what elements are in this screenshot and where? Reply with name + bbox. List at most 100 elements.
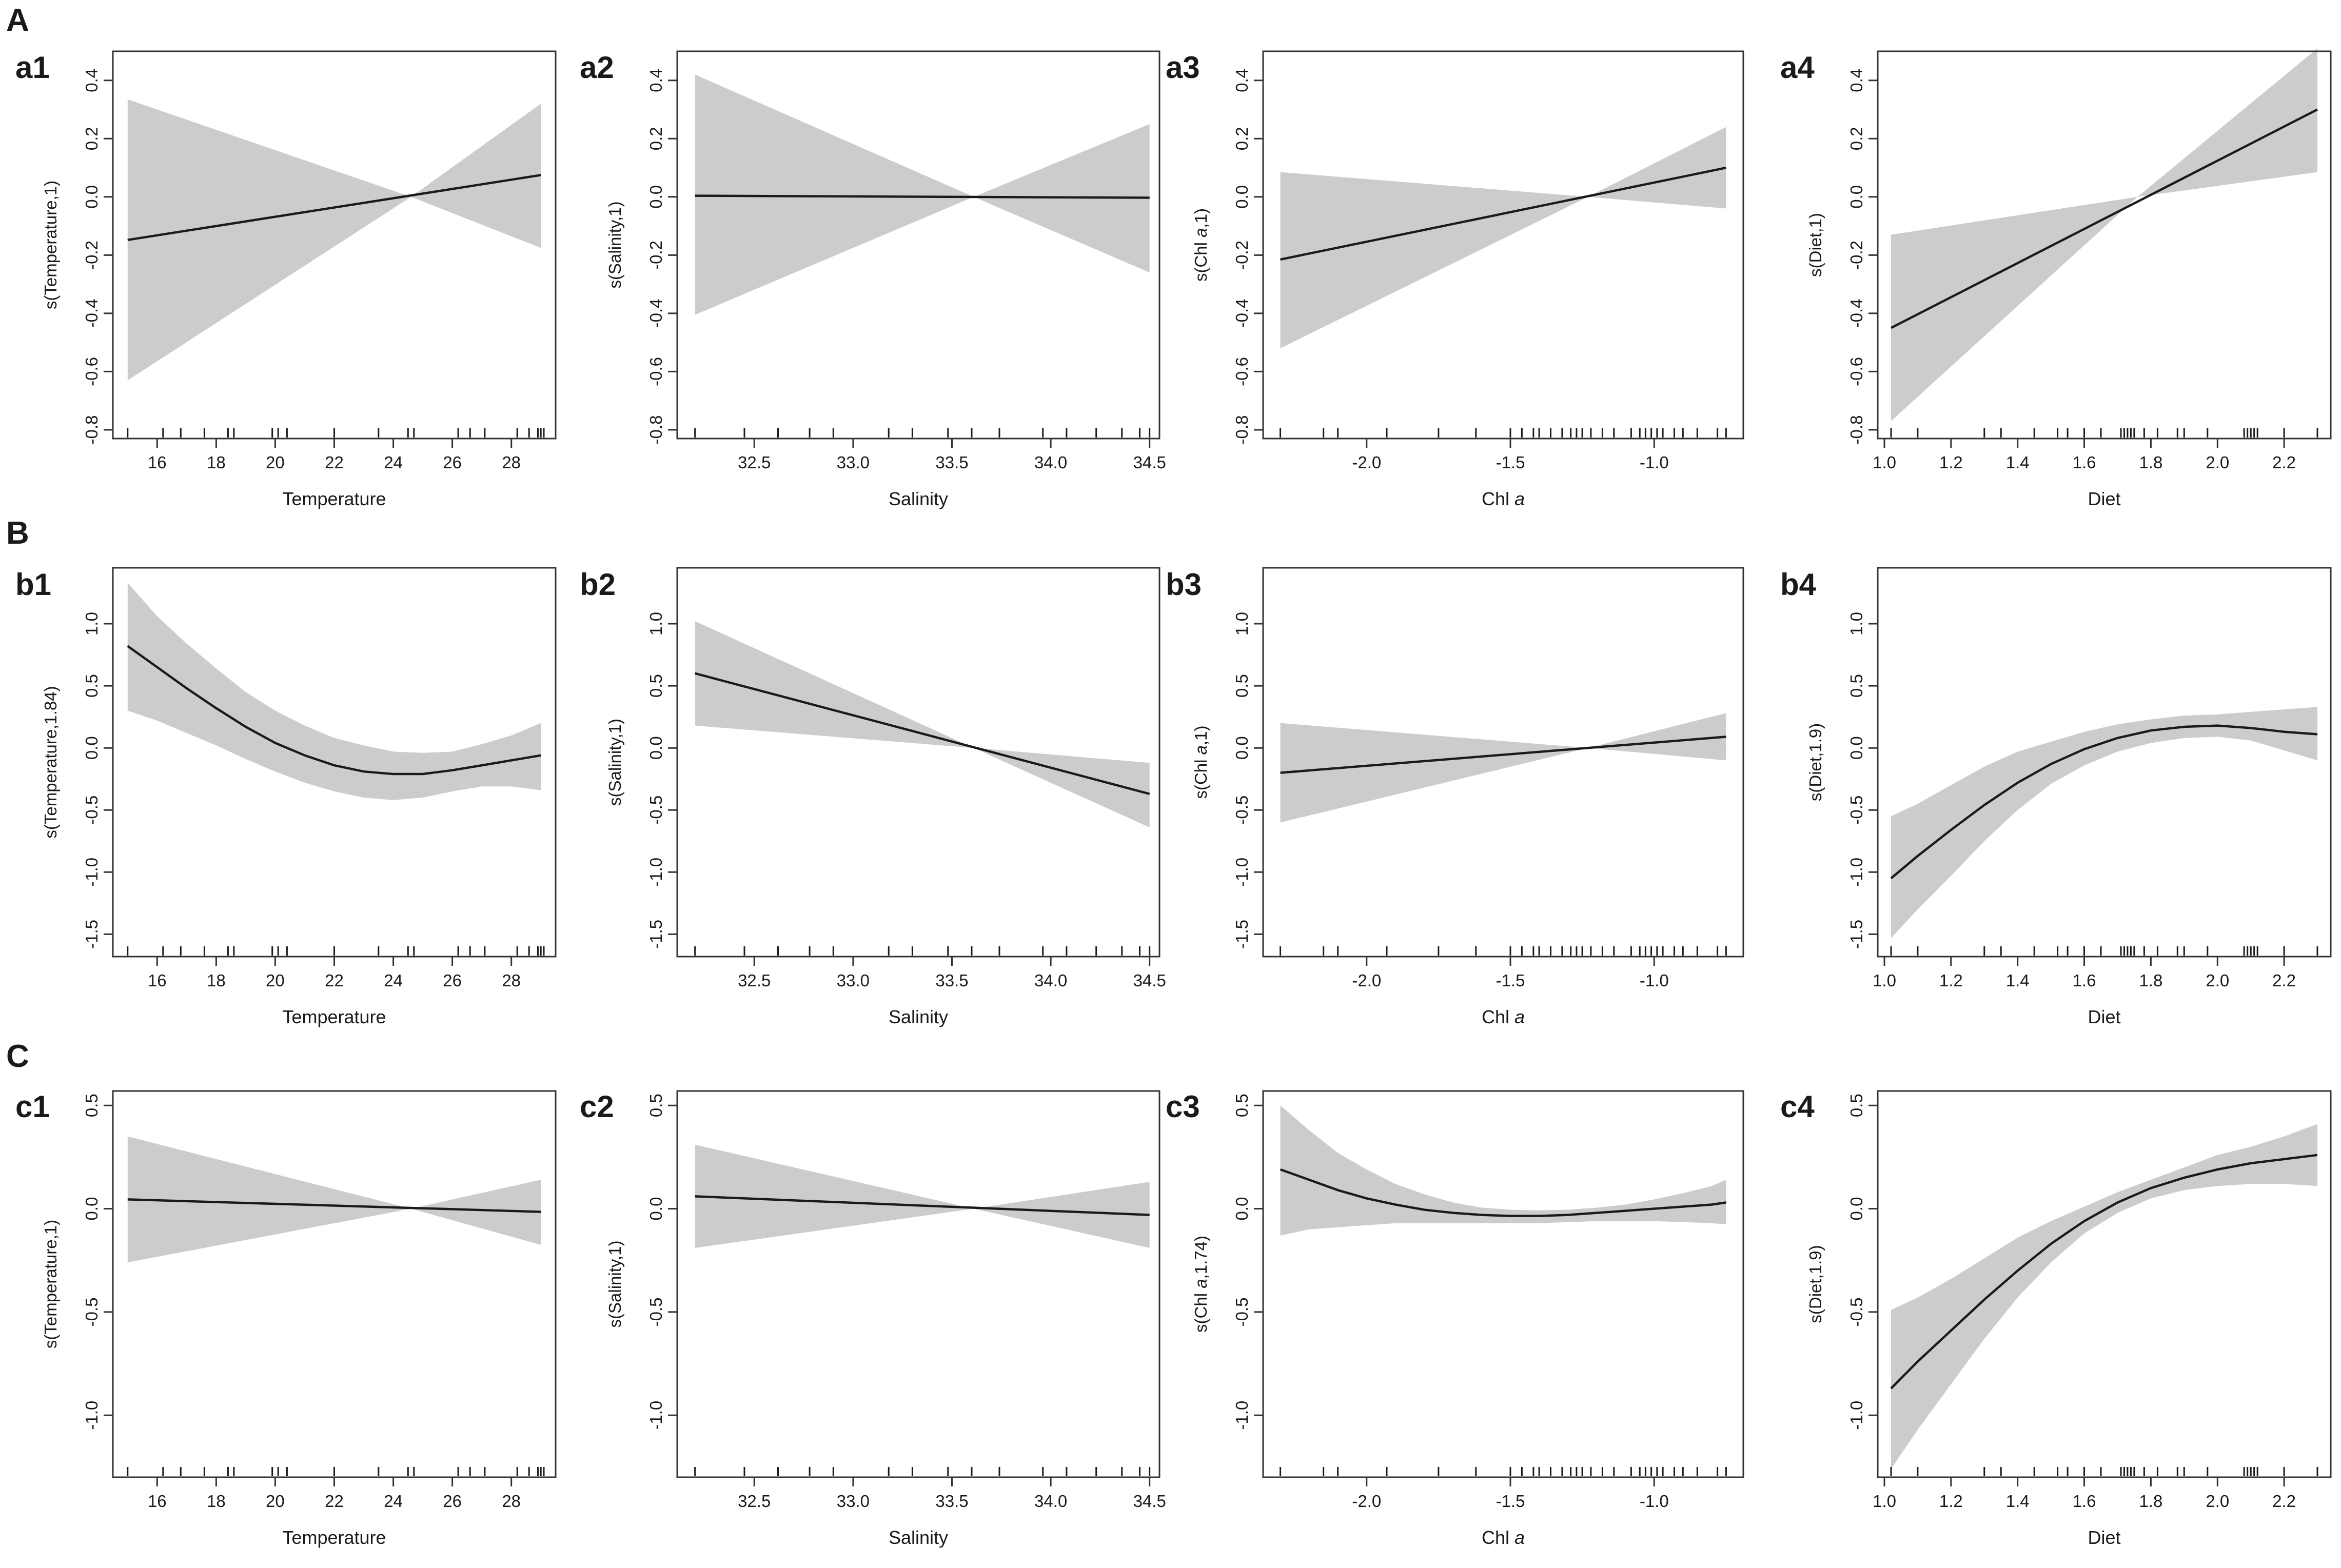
x-tick-label: 2.0 — [2206, 453, 2229, 472]
x-tick-label: -2.0 — [1352, 971, 1381, 990]
x-axis-title: Temperature — [282, 1006, 386, 1027]
plot-frame — [676, 567, 1160, 958]
y-tick-label: -0.2 — [646, 241, 665, 270]
row-label: B — [6, 515, 29, 551]
y-axis-title: s(Diet,1.9) — [1806, 1245, 1825, 1323]
x-tick-label: 2.0 — [2206, 971, 2229, 990]
x-tick-label: 24 — [384, 453, 403, 472]
rug — [1890, 946, 2318, 956]
x-tick-label: 1.2 — [1939, 453, 1963, 472]
y-tick-label: -0.5 — [1847, 1297, 1866, 1326]
x-axis-title-text: Diet — [2088, 1006, 2120, 1027]
smooth-curve — [695, 1195, 1150, 1216]
rug — [127, 1467, 545, 1476]
y-tick-label: 0.0 — [82, 736, 101, 760]
x-tick-label: 1.8 — [2139, 453, 2162, 472]
x-tick-label: 28 — [502, 971, 521, 990]
y-axis-title-post: ,1) — [1191, 208, 1210, 228]
row-label: C — [6, 1039, 29, 1074]
y-tick-label: 0.0 — [1847, 1197, 1866, 1221]
confidence-band — [127, 99, 541, 381]
panel-label: b1 — [15, 567, 51, 602]
x-axis-title: Diet — [2088, 1527, 2120, 1548]
confidence-band — [695, 621, 1150, 828]
plot-frame — [1877, 50, 2332, 440]
y-tick-label: 0.0 — [1232, 1197, 1251, 1221]
y-tick-label: 0.0 — [646, 736, 665, 760]
confidence-band — [127, 583, 541, 800]
y-axis: -0.8 -0.6 -0.4 -0.2 0.0 0.2 0.4 — [82, 69, 113, 444]
panel-label: b4 — [1780, 567, 1817, 602]
confidence-band — [1280, 127, 1726, 348]
y-tick-label: 1.0 — [1232, 612, 1251, 636]
y-tick-label: -1.0 — [646, 858, 665, 887]
x-tick-label: 2.2 — [2272, 971, 2296, 990]
y-axis: -1.0 -0.5 0.0 0.5 — [82, 1094, 113, 1430]
plot-frame — [1262, 1090, 1744, 1478]
rug — [1280, 1467, 1727, 1476]
y-tick-label: -1.5 — [82, 920, 101, 949]
y-tick-label: -1.0 — [646, 1401, 665, 1430]
x-tick-label: 18 — [207, 453, 226, 472]
x-tick-label: 33.0 — [837, 1492, 870, 1511]
x-tick-label: 20 — [266, 453, 285, 472]
confidence-band — [1891, 1124, 2317, 1469]
y-axis: -0.8 -0.6 -0.4 -0.2 0.0 0.2 0.4 — [1847, 69, 1878, 445]
x-tick-label: 16 — [148, 453, 167, 472]
y-tick-label: 0.2 — [1847, 127, 1866, 150]
y-tick-label: -0.8 — [1847, 415, 1866, 445]
plot-frame — [676, 50, 1160, 440]
x-tick-label: -1.0 — [1640, 453, 1669, 472]
panel-label: a2 — [580, 50, 614, 85]
confidence-band — [695, 74, 1150, 315]
smooth-curve — [695, 194, 1150, 199]
x-axis-title-text: Chl — [1482, 488, 1514, 509]
x-tick-label: 20 — [266, 971, 285, 990]
y-axis: -1.5 -1.0 -0.5 0.0 0.5 1.0 — [1847, 612, 1878, 949]
y-tick-label: 0.0 — [82, 1197, 101, 1221]
y-tick-label: -0.4 — [1232, 299, 1251, 328]
y-tick-label: 0.5 — [82, 1094, 101, 1117]
x-tick-label: -1.5 — [1496, 453, 1525, 472]
y-tick-label: 0.4 — [1847, 69, 1866, 92]
panel-label: a3 — [1166, 50, 1200, 85]
panel-a3: a3 -2.0 -1.5 -1.0 Chl a -0.8 -0.6 -0.4 -0.2 0.0 0.… — [1166, 50, 1744, 509]
x-tick-label: 1.6 — [2073, 1492, 2096, 1511]
y-axis-title: s(Temperature,1) — [41, 1220, 60, 1348]
rug — [127, 946, 545, 956]
rug — [694, 946, 1151, 956]
panel-c4: c4 1.0 1.2 1.4 1.6 1.8 2.0 2.2 Diet -1.0 -0.5 0.0 0.… — [1780, 1089, 2332, 1548]
x-tick-label: -1.5 — [1496, 1492, 1525, 1511]
y-tick-label: -0.4 — [646, 299, 665, 328]
x-tick-label: 28 — [502, 1492, 521, 1511]
x-tick-label: 1.0 — [1873, 971, 1896, 990]
y-axis-title: s(Diet,1) — [1806, 213, 1825, 277]
x-axis-title-text: Salinity — [889, 1527, 948, 1548]
x-axis-title: Salinity — [889, 1527, 948, 1548]
y-axis-title-pre: s(Chl — [1191, 1288, 1210, 1333]
panel-label: c2 — [580, 1089, 614, 1124]
y-tick-label: -0.4 — [82, 299, 101, 328]
plot-frame — [1262, 50, 1744, 440]
x-tick-label: 26 — [443, 1492, 462, 1511]
x-tick-label: 1.2 — [1939, 971, 1963, 990]
y-tick-label: 0.5 — [82, 674, 101, 698]
y-tick-label: -0.5 — [1232, 796, 1251, 825]
x-axis-title-text: Diet — [2088, 488, 2120, 509]
row-label: A — [6, 3, 29, 38]
x-tick-label: 24 — [384, 971, 403, 990]
x-axis-title: Salinity — [889, 1006, 948, 1027]
smooth-curve — [127, 1198, 541, 1213]
y-tick-label: -1.5 — [1232, 920, 1251, 949]
smooth-curve — [1890, 108, 2318, 329]
y-tick-label: -1.0 — [1232, 1401, 1251, 1430]
plot-frame — [676, 1090, 1160, 1478]
row-a: Aa1 16 18 20 22 24 26 28 Temperature -0.8 -0.6 -0.4… — [6, 3, 2332, 509]
x-axis: -2.0 -1.5 -1.0 — [1352, 439, 1669, 472]
x-axis-title-text: Salinity — [889, 1006, 948, 1027]
x-axis-title: Chl a — [1482, 488, 1525, 509]
y-tick-label: -1.5 — [646, 920, 665, 949]
y-axis-title: s(Chl a,1) — [1191, 725, 1210, 799]
x-tick-label: 28 — [502, 453, 521, 472]
